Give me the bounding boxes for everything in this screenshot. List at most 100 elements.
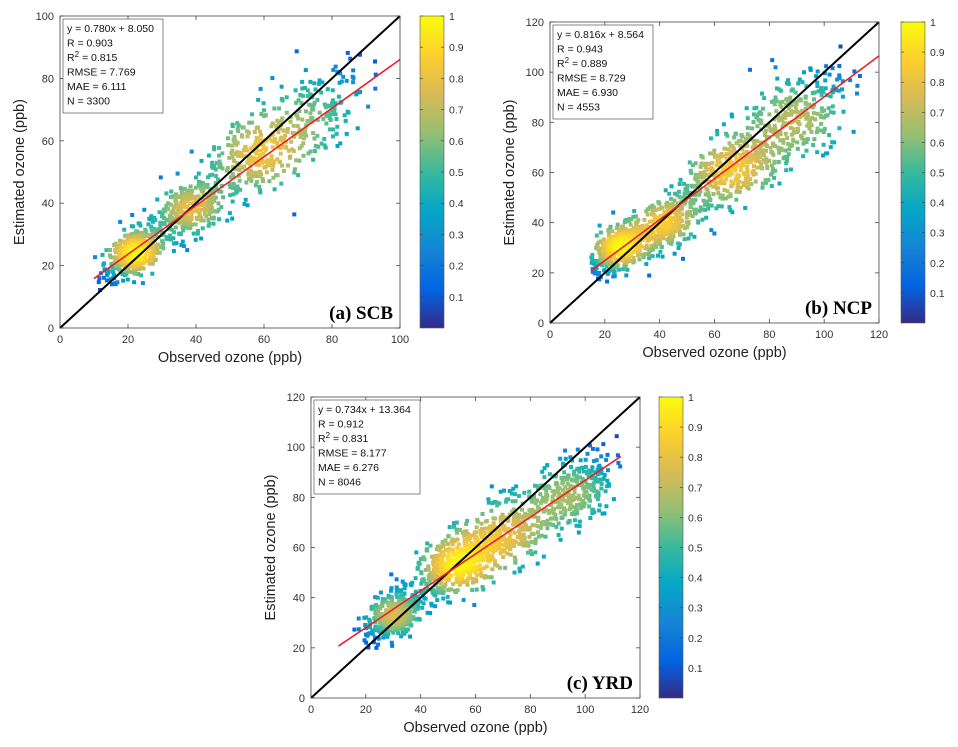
- scatter-point: [688, 232, 693, 237]
- scatter-point: [424, 581, 429, 586]
- scatter-point: [579, 505, 584, 510]
- scatter-point: [671, 234, 676, 239]
- scatter-point: [568, 503, 573, 508]
- scatter-point: [740, 134, 745, 139]
- scatter-point: [654, 239, 658, 244]
- scatter-point: [158, 220, 163, 225]
- scatter-point: [585, 451, 590, 456]
- scatter-point: [204, 185, 209, 190]
- scatter-point: [412, 609, 417, 614]
- scatter-point: [376, 642, 381, 647]
- scatter-point: [216, 177, 220, 182]
- scatter-point: [828, 145, 833, 150]
- scatter-point: [803, 95, 808, 100]
- scatter-point: [102, 267, 107, 272]
- scatter-point: [323, 105, 328, 110]
- colorbar-tick-label: 0.5: [688, 543, 703, 555]
- scatter-point: [745, 164, 750, 169]
- scatter-point: [744, 106, 749, 111]
- scatter-point: [654, 216, 659, 221]
- scatter-point: [700, 155, 705, 160]
- scatter-point: [697, 208, 702, 213]
- scatter-point: [404, 622, 409, 627]
- scatter-point: [818, 128, 823, 133]
- scatter-point: [217, 159, 222, 164]
- scatter-point: [596, 240, 601, 245]
- scatter-point: [212, 147, 217, 152]
- scatter-point: [560, 481, 565, 486]
- scatter-point: [450, 537, 455, 542]
- scatter-point: [211, 208, 216, 213]
- colorbar-tick-label: 0.4: [449, 198, 464, 210]
- scatter-point: [651, 218, 656, 223]
- scatter-point: [441, 596, 446, 601]
- scatter-point: [483, 533, 488, 538]
- scatter-point: [410, 598, 414, 603]
- scatter-point: [463, 538, 468, 543]
- scatter-point: [322, 137, 327, 141]
- scatter-point: [677, 232, 682, 237]
- scatter-point: [123, 260, 128, 265]
- scatter-point: [513, 499, 518, 504]
- scatter-point: [151, 219, 155, 224]
- scatter-point: [602, 473, 607, 477]
- scatter-point: [465, 576, 470, 581]
- scatter-point: [605, 279, 610, 284]
- scatter-point: [440, 540, 445, 545]
- scatter-point: [649, 248, 653, 252]
- scatter-point: [605, 484, 610, 489]
- scatter-point: [706, 191, 711, 196]
- scatter-point: [316, 144, 321, 149]
- scatter-point: [483, 574, 488, 579]
- scatter-point: [685, 220, 689, 225]
- scatter-point: [599, 471, 604, 476]
- scatter-point: [690, 214, 695, 219]
- scatter-point: [455, 537, 460, 542]
- scatter-point: [422, 595, 427, 600]
- scatter-point: [712, 231, 717, 236]
- scatter-point: [201, 218, 206, 223]
- scatter-point: [181, 228, 186, 233]
- scatter-point: [539, 533, 544, 538]
- scatter-point: [259, 132, 263, 137]
- scatter-point: [402, 586, 407, 591]
- scatter-point: [606, 241, 611, 246]
- scatter-point: [704, 215, 709, 220]
- scatter-point: [771, 167, 775, 172]
- scatter-point: [190, 222, 195, 227]
- scatter-point: [857, 74, 862, 78]
- colorbar-tick-label: 1: [449, 11, 455, 23]
- scatter-point: [520, 564, 525, 569]
- scatter-point: [150, 261, 155, 266]
- scatter-point: [656, 253, 660, 258]
- scatter-point: [250, 112, 254, 117]
- scatter-point: [836, 88, 841, 93]
- scatter-point: [542, 466, 547, 471]
- scatter-point: [312, 136, 317, 141]
- scatter-point: [683, 226, 688, 231]
- scatter-point: [491, 521, 496, 526]
- scatter-point: [149, 214, 154, 219]
- scatter-point: [372, 640, 376, 645]
- x-tick-label: 20: [599, 329, 611, 341]
- scatter-point: [703, 207, 708, 212]
- scatter-point: [160, 214, 164, 219]
- scatter-point: [189, 149, 194, 154]
- scatter-point: [308, 149, 313, 154]
- scatter-point: [462, 543, 467, 547]
- scatter-point: [476, 546, 481, 551]
- scatter-point: [729, 183, 734, 188]
- scatter-point: [116, 246, 121, 251]
- scatter-point: [774, 109, 779, 114]
- scatter-point: [158, 224, 163, 229]
- x-tick-label: 20: [360, 704, 372, 716]
- scatter-point: [398, 589, 403, 594]
- scatter-point: [154, 234, 159, 238]
- scatter-point: [772, 123, 777, 128]
- scatter-point: [754, 158, 758, 163]
- scatter-point: [533, 539, 538, 544]
- scatter-point: [785, 113, 790, 118]
- scatter-point: [271, 159, 276, 164]
- scatter-point: [269, 133, 274, 137]
- scatter-point: [258, 190, 263, 195]
